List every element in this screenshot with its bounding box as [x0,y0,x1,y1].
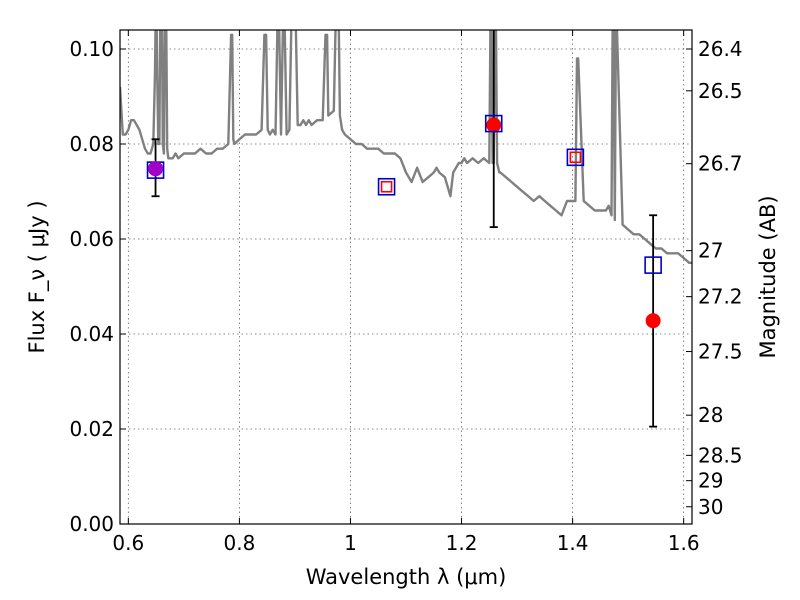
x-axis-label: Wavelength λ (μm) [306,565,507,589]
markers [146,30,662,428]
model-square [484,114,503,133]
right-tick-label: 30 [698,495,723,519]
x-tick-label: 0.8 [223,531,255,555]
model-square [569,151,582,164]
x-tick-label: 0.6 [112,531,144,555]
spectrum-line [120,30,692,264]
right-tick-label: 26.7 [698,152,743,176]
right-tick-label: 26.5 [698,79,743,103]
right-tick-label: 28.5 [698,443,743,467]
plot-frame [119,29,693,525]
photometry-point [645,313,661,329]
model-square [377,177,396,196]
right-tick-label: 29 [698,469,723,493]
right-tick-label: 27.5 [698,340,743,364]
right-tick-label: 28 [698,403,723,427]
photometry-point [148,161,164,177]
x-tick-label: 1.2 [446,531,478,555]
right-axis-label: Magnitude (AB) [756,195,780,358]
right-tick-label: 27 [698,239,723,263]
right-tick-label: 27.2 [698,285,743,309]
y-tick-label: 0.08 [69,132,114,156]
y-tick-label: 0.10 [69,37,114,61]
model-square [566,148,585,167]
x-tick-label: 1 [344,531,357,555]
y-tick-label: 0.02 [69,417,114,441]
y-tick-label: 0.06 [69,227,114,251]
photometry-point [486,117,502,133]
model-square [380,180,393,193]
y-axis-label: Flux F_ν ( μJy ) [25,200,50,353]
right-tick-label: 26.4 [698,37,743,61]
plot-area [120,30,692,264]
axes: 0.6 0.8 1 1.2 1.4 1.6 0.00 0.02 0.04 0.06 0.08 0.10… [69,30,743,555]
x-tick-label: 1.4 [557,531,589,555]
model-square [644,256,662,274]
x-tick-label: 1.6 [668,531,700,555]
y-tick-label: 0.04 [69,322,114,346]
y-tick-label: 0.00 [69,512,114,536]
